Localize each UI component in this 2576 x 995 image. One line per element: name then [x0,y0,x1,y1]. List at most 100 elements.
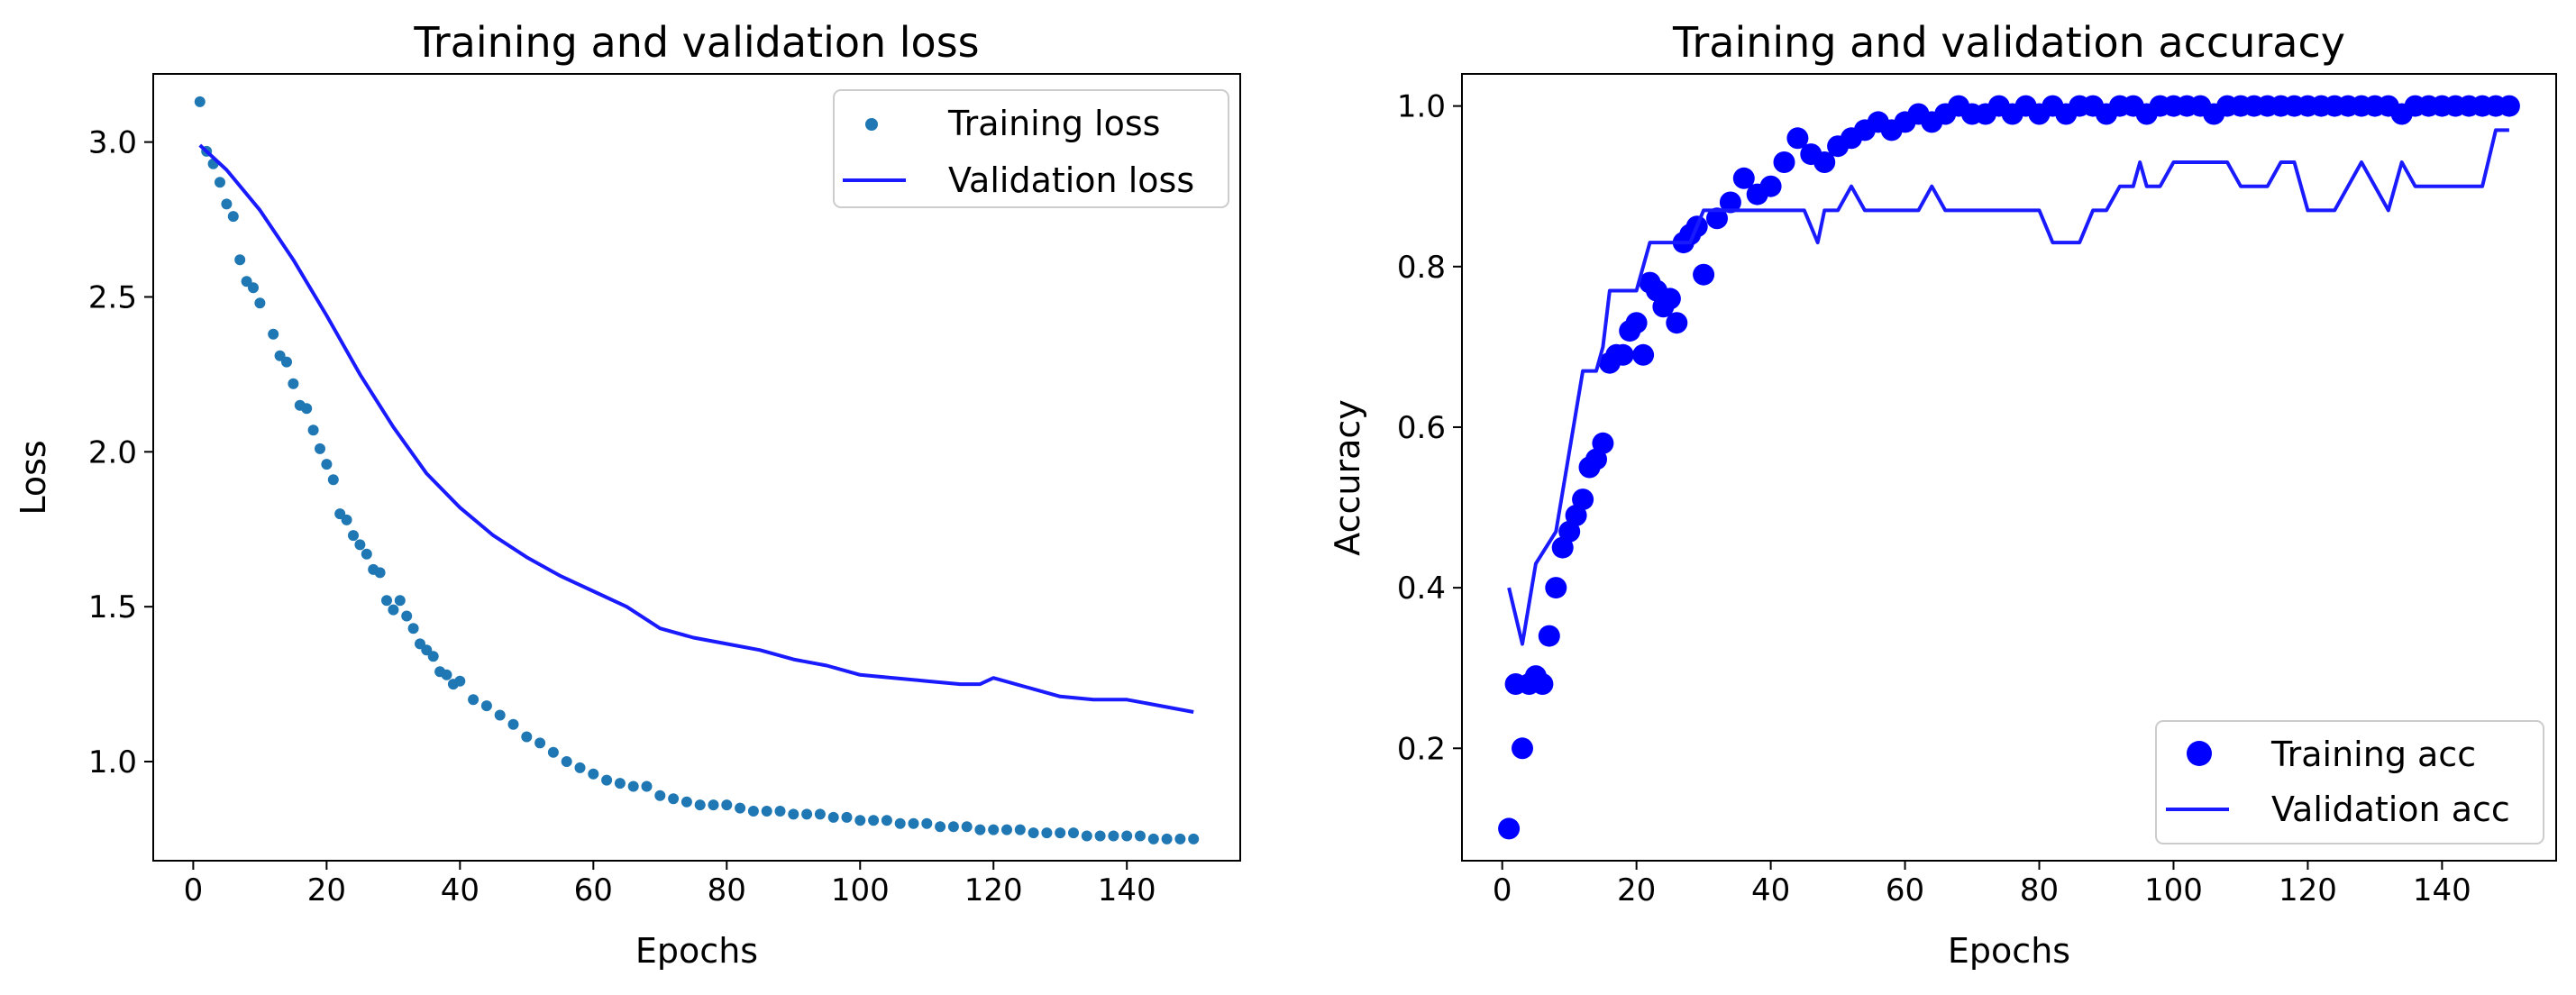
data-point [1135,830,1146,842]
x-tick-label: 0 [184,872,204,908]
data-point [1773,151,1795,173]
data-point [1572,488,1594,511]
data-point [1041,827,1053,839]
data-point [1759,175,1782,197]
data-point [1786,127,1809,150]
data-point [641,780,653,792]
y-tick-label: 0.6 [1397,410,1446,446]
legend-swatch-training-loss [865,118,878,131]
data-point [1625,312,1648,334]
data-point [521,731,533,743]
legend-label-training-acc: Training acc [2270,735,2476,774]
data-point [974,824,986,835]
data-point [1094,830,1106,842]
data-point [1498,817,1521,840]
legend-box [833,89,1229,208]
y-tick-label: 2.0 [88,434,137,470]
data-point [1147,833,1159,844]
y-tick-label: 0.4 [1397,571,1446,607]
x-tick-label: 80 [2020,872,2059,908]
accuracy-chart-xlabel: Epochs [1948,931,2070,971]
y-tick-label: 3.0 [88,125,137,161]
data-point [668,793,680,805]
x-tick-label: 20 [1617,872,1656,908]
x-tick-label: 120 [964,872,1023,908]
x-tick-label: 100 [2144,872,2203,908]
data-point [315,443,325,454]
data-point [721,799,733,811]
data-point [908,817,919,829]
data-point [288,378,299,389]
legend-box [2155,720,2544,844]
data-point [427,651,439,662]
data-point [401,610,413,622]
data-point [234,254,246,266]
data-point [947,821,959,833]
data-point [1188,833,1200,844]
data-point [194,96,206,107]
x-tick-label: 60 [574,872,613,908]
data-point [307,424,319,436]
data-point [561,756,572,767]
legend-label-validation-loss: Validation loss [948,160,1194,200]
data-point [881,815,892,826]
data-point [468,694,480,706]
data-point [1658,288,1681,310]
data-point [1719,191,1741,214]
data-point [1512,737,1533,760]
data-point [988,824,1000,835]
y-tick-label: 1.0 [88,744,137,780]
data-point [534,737,546,749]
data-point [227,211,239,223]
series-line-validation-loss [198,143,1194,714]
data-point [1813,151,1836,173]
data-point [494,709,506,721]
loss-chart-xlabel: Epochs [635,931,758,971]
x-tick-label: 0 [1493,872,1512,908]
data-point [374,567,386,579]
loss-chart-ticks: 0 20 40 60 80 100 120 140 1.0 1.5 2.0 2.5 3.0 [88,125,1156,908]
data-point [814,808,826,820]
data-point [254,297,266,309]
data-point [1161,833,1173,844]
data-point [868,815,880,826]
x-tick-label: 140 [2413,872,2471,908]
accuracy-chart-title: Training and validation accuracy [1672,18,2345,67]
x-tick-label: 120 [2279,872,2337,908]
data-point [547,746,559,758]
data-point [321,459,333,470]
data-point [381,595,392,607]
data-point [1612,343,1634,366]
accuracy-chart-marks [1498,95,2520,840]
data-point [774,806,786,817]
data-point [708,799,719,811]
x-tick-label: 60 [1886,872,1924,908]
legend-swatch-training-acc [2187,741,2212,766]
data-point [327,474,339,486]
accuracy-chart-ticks: 0 20 40 60 80 100 120 140 0.2 0.4 0.6 0.8 1.0 [1397,89,2471,908]
loss-chart-title: Training and validation loss [413,18,979,67]
data-point [215,177,225,188]
data-point [394,595,406,607]
loss-chart-marks [194,96,1200,844]
data-point [935,821,946,833]
data-point [1632,343,1655,366]
data-point [627,780,639,792]
data-point [221,198,233,210]
data-point [827,811,839,823]
series-line-validation-acc [1507,128,2509,646]
loss-chart-legend: Training loss Validation loss [833,89,1229,208]
data-point [1666,312,1688,334]
data-point [747,806,759,817]
data-point [480,700,492,712]
data-point [507,718,519,730]
data-point [354,539,366,551]
data-point [681,796,692,808]
data-point [1068,827,1079,839]
loss-chart-frame [152,73,1241,862]
data-point [1592,432,1614,454]
loss-chart-ylabel: Loss [14,440,53,515]
data-point [1121,830,1133,842]
data-point [388,604,399,616]
data-point [281,356,292,368]
